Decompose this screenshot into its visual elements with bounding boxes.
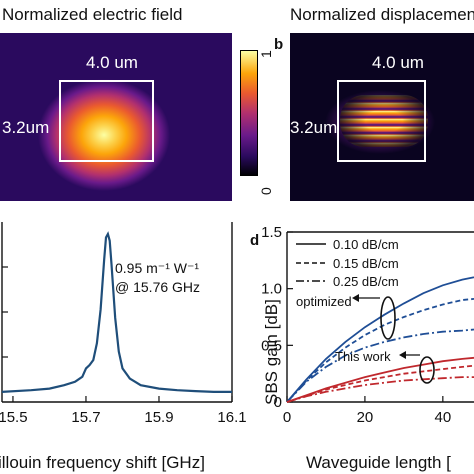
panel-a-title: Normalized electric field [2, 5, 183, 24]
legend-label-3: 0.25 dB/cm [333, 274, 399, 289]
height-label-b: 3.2um [290, 118, 338, 137]
chart-c-series-line [1, 231, 232, 393]
chart-c-xlabel: illouin frequency shift [GHz] [0, 453, 205, 472]
chart-d-series-4 [286, 364, 474, 403]
panel-b-title: Normalized displacemen [290, 5, 474, 24]
chart-d-series-3 [286, 356, 474, 403]
ellipse-this-work [419, 356, 435, 384]
chart-d-ylabel: SBS gain [dB] [262, 299, 281, 405]
chart-d-xtick-label-0: 0 [283, 409, 291, 426]
chart-d-xlabel: Waveguide length [ [306, 453, 451, 472]
chart-d-axes [286, 231, 474, 403]
chart-d-ytick-label-0: 0 [274, 394, 282, 411]
chart-c-annotation-1: 0.95 m⁻¹ W⁻¹ [115, 260, 199, 276]
chart-d-legend: 0.10 dB/cm 0.15 dB/cm 0.25 dB/cm [296, 237, 399, 289]
chart-c-xtick-label-1: 15.7 [71, 409, 100, 426]
chart-c-annotation-2: @ 15.76 GHz [115, 279, 200, 295]
chart-c-xtick-label-0: 15.5 [0, 409, 28, 426]
chart-d-ytick-label-1: 0.5 [261, 337, 282, 354]
label-optimized: optimized [296, 294, 352, 309]
ellipse-optimized [380, 296, 396, 340]
width-label-b: 4.0 um [372, 53, 424, 72]
height-label: 3.2um [2, 118, 50, 137]
displacement-stripes [340, 95, 428, 147]
width-label: 4.0 um [86, 53, 138, 72]
chart-d-series-2 [286, 328, 474, 403]
colorbar [240, 50, 258, 176]
arrow-this-work-head [399, 351, 406, 359]
chart-d-xtick-label-1: 20 [357, 409, 374, 426]
chart-d-series-0 [286, 276, 474, 403]
colorbar-max-label: 1 [258, 50, 274, 58]
chart-d-series [286, 276, 474, 403]
chart-c-tick-labels: 15.5 15.7 15.9 16.1 [0, 409, 247, 426]
panel-b-letter: b [274, 36, 284, 53]
chart-c-axes [1, 222, 233, 403]
legend-label-2: 0.15 dB/cm [333, 256, 399, 271]
electric-field-map: 4.0 um 3.2um [0, 33, 232, 201]
waveguide-outline [59, 80, 154, 162]
chart-d-ytick-label-3: 1.5 [261, 224, 282, 241]
label-this-work: This work [335, 349, 391, 364]
chart-c-xtick-label-3: 16.1 [217, 409, 246, 426]
chart-d-series-5 [286, 376, 474, 403]
chart-d-series-1 [286, 298, 474, 403]
arrow-optimized-head [352, 294, 359, 302]
displacement-field-map: 4.0 um 3.2um [290, 33, 474, 201]
chart-d-ytick-label-2: 1.0 [261, 281, 282, 298]
waveguide-outline-b [337, 80, 426, 162]
legend-label-1: 0.10 dB/cm [333, 237, 399, 252]
colorbar-min-label: 0 [258, 187, 274, 195]
panel-d-letter: d [250, 232, 259, 249]
chart-d-xtick-label-2: 40 [434, 409, 451, 426]
chart-d-tick-labels: 0 0.5 1.0 1.5 0 20 40 [261, 224, 451, 426]
chart-c-xtick-label-2: 15.9 [144, 409, 173, 426]
